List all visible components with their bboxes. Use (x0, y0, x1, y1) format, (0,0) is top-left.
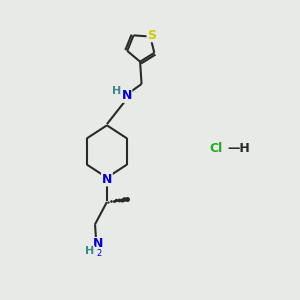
Text: N: N (122, 89, 132, 102)
Text: S: S (147, 28, 156, 41)
Text: Cl: Cl (209, 142, 223, 155)
Text: —H: —H (227, 142, 250, 155)
Text: H: H (85, 246, 94, 256)
Text: H: H (112, 86, 121, 96)
Text: 2: 2 (96, 249, 101, 258)
Text: N: N (93, 237, 103, 250)
Text: N: N (102, 172, 112, 186)
